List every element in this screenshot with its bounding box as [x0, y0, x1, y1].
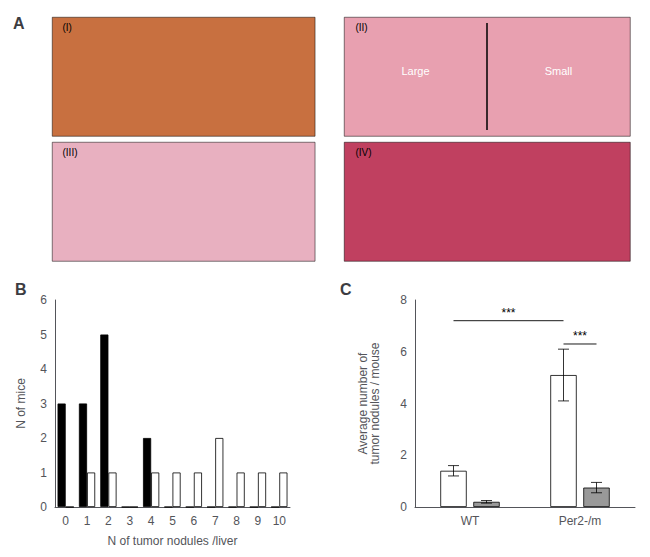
svg-text:N of mice: N of mice	[14, 378, 28, 429]
svg-text:10: 10	[273, 514, 287, 528]
svg-text:4: 4	[148, 514, 155, 528]
svg-text:C: C	[340, 281, 352, 298]
svg-text:(IV): (IV)	[355, 147, 371, 158]
svg-text:6: 6	[191, 514, 198, 528]
svg-text:B: B	[15, 281, 27, 298]
svg-text:9: 9	[255, 514, 262, 528]
svg-text:8: 8	[233, 514, 240, 528]
svg-text:***: ***	[573, 329, 587, 343]
svg-text:7: 7	[212, 514, 219, 528]
svg-text:***: ***	[501, 306, 515, 320]
svg-text:Small: Small	[545, 65, 573, 77]
svg-text:tumor nodules / mouse: tumor nodules / mouse	[368, 342, 382, 464]
svg-text:5: 5	[40, 328, 47, 342]
svg-text:2: 2	[105, 514, 112, 528]
svg-text:0: 0	[400, 500, 407, 514]
svg-text:(II): (II)	[355, 22, 367, 33]
svg-text:5: 5	[169, 514, 176, 528]
svg-text:2: 2	[400, 448, 407, 462]
svg-text:(III): (III)	[63, 147, 78, 158]
svg-text:A: A	[13, 15, 25, 32]
svg-text:0: 0	[40, 500, 47, 514]
svg-text:Per2-/m: Per2-/m	[559, 514, 602, 528]
svg-text:8: 8	[400, 293, 407, 307]
svg-text:Large: Large	[401, 65, 429, 77]
svg-text:2: 2	[40, 431, 47, 445]
svg-text:Average number of: Average number of	[356, 352, 370, 455]
svg-text:0: 0	[62, 514, 69, 528]
svg-text:6: 6	[400, 345, 407, 359]
svg-text:4: 4	[400, 397, 407, 411]
svg-text:N of tumor nodules /liver: N of tumor nodules /liver	[107, 534, 237, 548]
svg-text:WT: WT	[461, 514, 480, 528]
svg-text:1: 1	[40, 466, 47, 480]
svg-text:3: 3	[40, 397, 47, 411]
svg-text:1: 1	[84, 514, 91, 528]
svg-text:4: 4	[40, 362, 47, 376]
svg-text:(I): (I)	[63, 22, 72, 33]
svg-text:6: 6	[40, 293, 47, 307]
svg-text:3: 3	[126, 514, 133, 528]
